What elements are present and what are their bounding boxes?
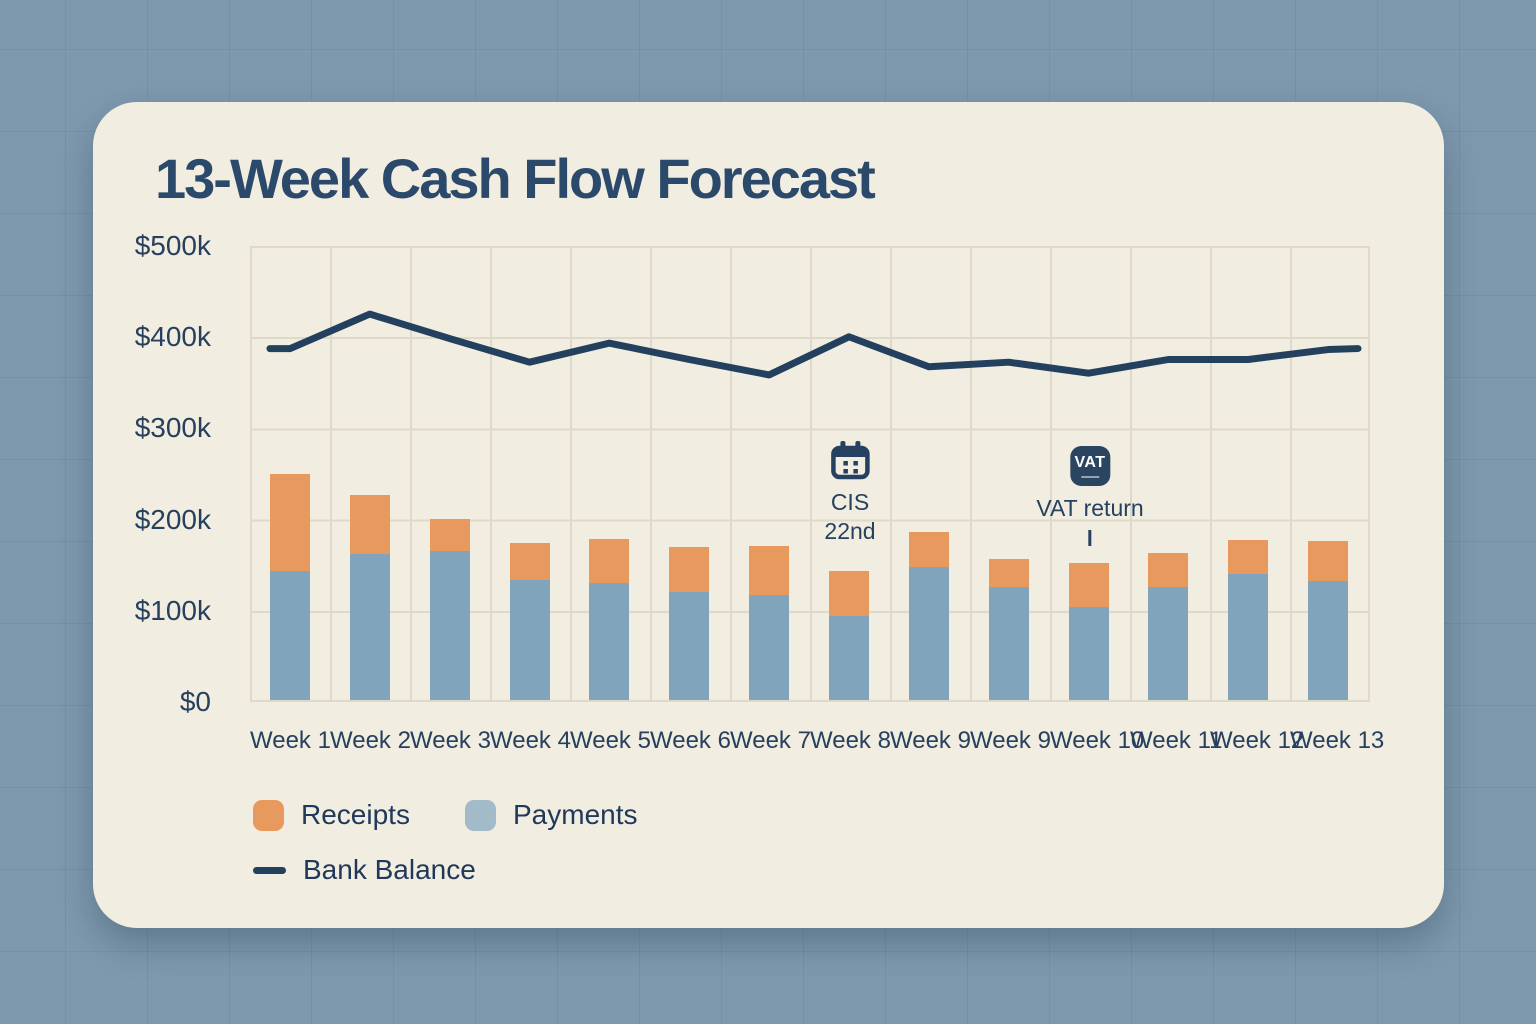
receipts-segment [749,545,790,596]
bar-column-8 [809,246,889,700]
payments-swatch [465,799,496,831]
payments-segment [988,586,1029,700]
x-tick-label: Week 12 [1210,727,1305,754]
payments-segment [1308,581,1349,700]
receipts-segment [349,494,390,555]
annotation-cis: CIS 22nd [824,440,876,546]
payments-segment [429,551,470,700]
receipts-segment [270,473,310,571]
x-tick-label: Week 1 [250,727,331,754]
x-tick-label: Week 13 [1290,727,1385,754]
x-tick-label: Week 9 [970,727,1051,754]
payments-segment [509,579,550,700]
legend-item-payments: Payments [465,799,638,831]
receipts-segment [908,532,949,567]
bar-column-5 [569,246,649,700]
x-tick-label: Week 11 [1130,727,1223,754]
bar-column-13 [1208,246,1288,700]
receipts-segment [669,546,710,593]
y-axis-labels: $500k $400k $300k $200k $100k $0 [93,230,233,717]
receipts-segment [1228,540,1269,575]
payments-segment [1148,586,1189,700]
receipts-segment [1308,541,1349,582]
bar-column-14 [1288,246,1368,700]
legend-label-payments: Payments [513,799,638,830]
x-tick-label: Week 5 [570,727,651,754]
receipts-segment [1068,563,1109,607]
bar-column-11 [1049,246,1129,700]
receipts-segment [429,519,470,552]
annotation-vat-return: VAT VAT return [1036,446,1144,546]
legend-label-receipts: Receipts [301,799,410,830]
payments-segment [270,570,310,700]
y-tick-label: $500k [134,230,211,261]
payments-segment [1068,606,1109,700]
bar-column-3 [410,246,490,700]
receipts-segment [1148,553,1189,587]
payments-segment [1228,574,1269,700]
legend-label-bank-balance: Bank Balance [303,854,476,885]
y-tick-label: $100k [134,594,211,626]
plot-area: CIS 22nd VAT VAT return [250,246,1370,702]
legend-item-receipts: Receipts [253,799,410,831]
bar-column-7 [729,246,809,700]
x-tick-label: Week 6 [650,727,731,754]
bar-column-1 [250,246,330,700]
x-tick-label: Week 7 [730,727,811,754]
bar-column-6 [649,246,729,700]
calendar-icon [830,441,870,480]
payments-segment [589,583,630,700]
annotation-leader-tick [1088,530,1092,546]
x-axis-labels: Week 1 Week 2 Week 3 Week 4 Week 5 Week 6 Week… [250,726,1385,756]
bar-column-4 [490,246,570,700]
x-tick-label: Week 10 [1050,727,1145,754]
y-tick-label: $0 [179,686,211,717]
x-tick-label: Week 9 [890,727,971,754]
bank-balance-swatch [253,866,286,874]
receipts-segment [988,558,1029,587]
forecast-card: 13-Week Cash Flow Forecast $500k $400k $30… [93,102,1444,928]
x-tick-label: Week 3 [410,727,491,754]
bar-column-12 [1128,246,1208,700]
payments-segment [829,616,870,700]
annotation-text: CIS 22nd [824,489,876,544]
bar-column-2 [330,246,410,700]
vat-badge-icon: VAT [1070,446,1110,486]
legend-item-bank-balance: Bank Balance [253,854,476,886]
y-tick-label: $400k [134,321,211,353]
payments-segment [749,595,790,700]
x-tick-label: Week 2 [330,727,411,754]
x-tick-label: Week 4 [490,727,571,754]
y-tick-label: $300k [134,412,211,444]
payments-segment [349,554,390,700]
payments-segment [669,592,710,700]
receipts-segment [829,570,870,617]
annotation-text: VAT return [1036,495,1144,521]
bar-column-10 [969,246,1049,700]
payments-segment [908,566,949,700]
receipts-swatch [253,799,284,831]
page-title: 13-Week Cash Flow Forecast [155,147,876,210]
x-tick-label: Week 8 [810,727,891,754]
y-tick-label: $200k [134,503,211,535]
bars-layer [250,246,1368,700]
bar-column-9 [889,246,969,700]
receipts-segment [589,538,630,584]
receipts-segment [509,543,550,580]
bank-balance-line [266,310,1362,379]
